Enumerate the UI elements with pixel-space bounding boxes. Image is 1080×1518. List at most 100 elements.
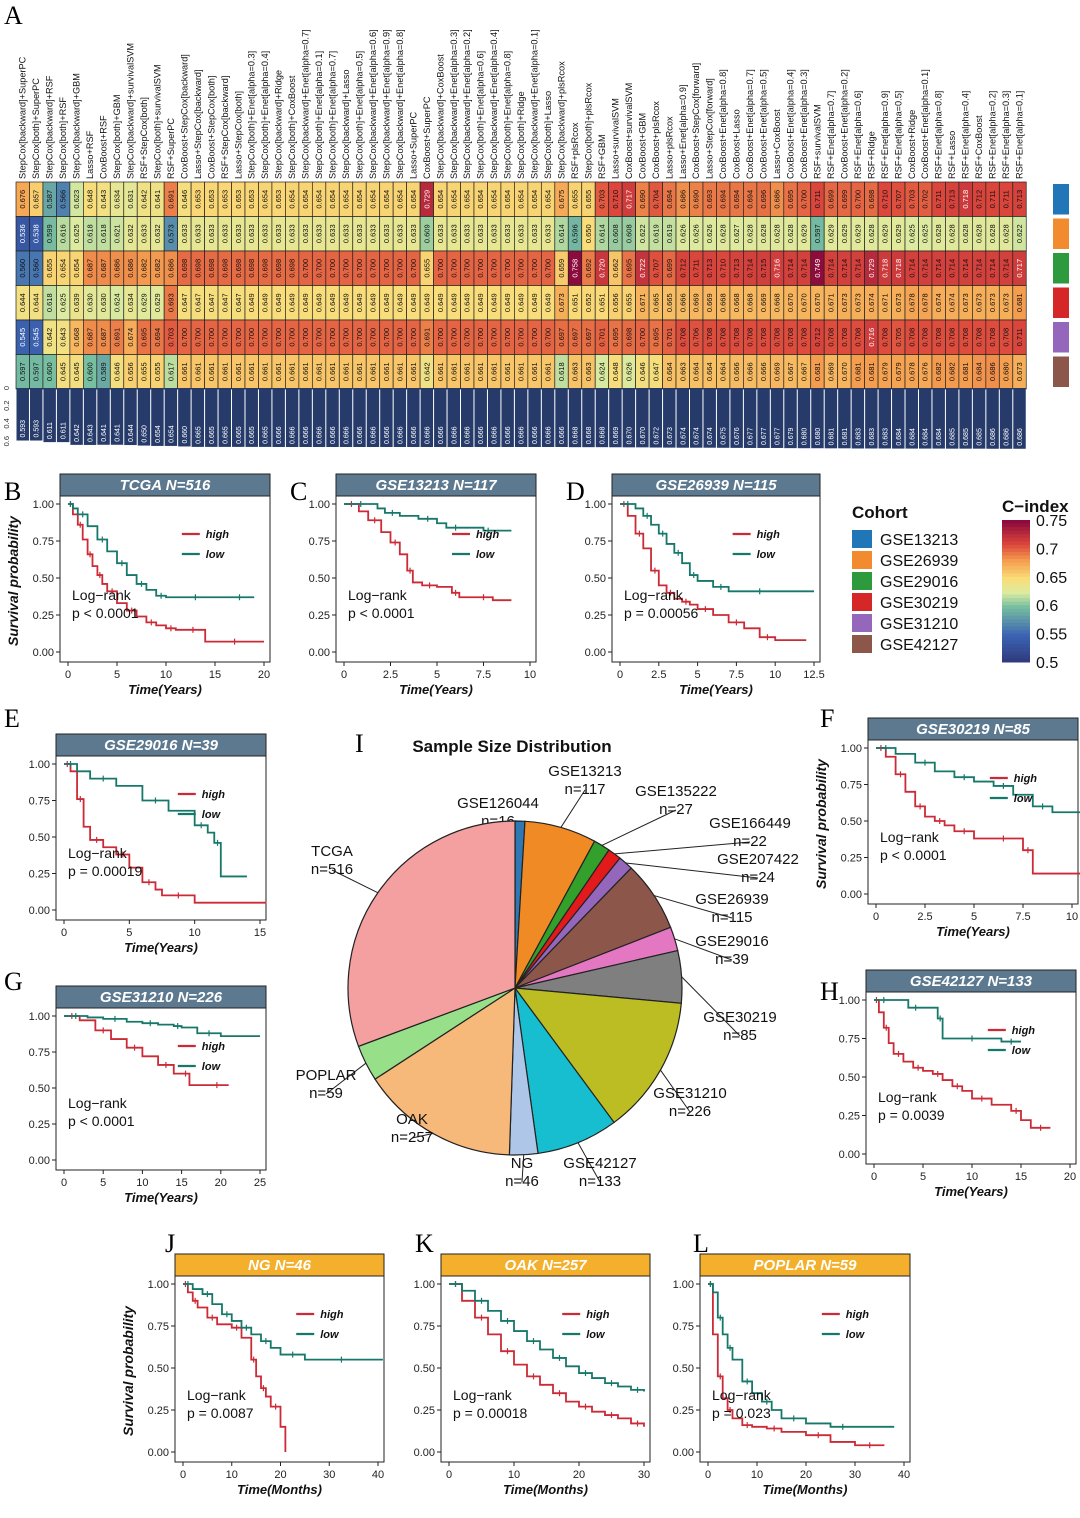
heatmap-cell-value: 0.669 bbox=[705, 293, 714, 312]
heatmap-cell-value: 0.700 bbox=[409, 259, 418, 278]
mean-bar-label: 0.665 bbox=[195, 426, 202, 444]
x-tick-label: 0 bbox=[61, 1177, 67, 1189]
pie-slice-value: n=46 bbox=[505, 1173, 539, 1190]
heatmap-cell-value: 0.712 bbox=[678, 259, 687, 278]
method-label: CoxBoost+RSF bbox=[99, 115, 109, 179]
mean-bar-label: 0.593 bbox=[20, 420, 27, 438]
colorbar-tick-label: 0.55 bbox=[1036, 627, 1067, 644]
pie-panel: Sample Size DistributionGSE126044n=16GSE… bbox=[296, 737, 799, 1190]
heatmap-cell-value: 0.700 bbox=[476, 328, 485, 347]
heatmap-cell-value: 0.661 bbox=[220, 362, 229, 381]
pie-slice-value: n=27 bbox=[659, 801, 693, 818]
panel-letter-i: I bbox=[355, 729, 364, 758]
heatmap-cell-value: 0.597 bbox=[32, 362, 41, 381]
heatmap-cell-value: 0.654 bbox=[368, 190, 377, 209]
mean-bar-label: 0.666 bbox=[330, 426, 337, 444]
heatmap-cell-value: 0.708 bbox=[746, 328, 755, 347]
heatmap-cell-value: 0.708 bbox=[826, 328, 835, 347]
panel-letter-f: F bbox=[820, 704, 834, 733]
y-tick-label: 0.50 bbox=[309, 573, 330, 585]
heatmap-cell-value: 0.649 bbox=[274, 293, 283, 312]
heatmap-cell-value: 0.653 bbox=[207, 190, 216, 209]
heatmap-cell-value: 0.633 bbox=[234, 224, 243, 243]
heatmap-cell-value: 0.633 bbox=[449, 224, 458, 243]
heatmap-cell-value: 0.649 bbox=[315, 293, 324, 312]
heatmap-cell-value: 0.633 bbox=[355, 224, 364, 243]
heatmap-cell-value: 0.708 bbox=[799, 328, 808, 347]
heatmap-cell-value: 0.661 bbox=[530, 362, 539, 381]
cohort-legend-swatch bbox=[852, 593, 872, 611]
x-tick-label: 5 bbox=[100, 1177, 106, 1189]
heatmap-cell-value: 0.661 bbox=[207, 362, 216, 381]
heatmap-cell-value: 0.700 bbox=[328, 328, 337, 347]
method-label: StepCox[both]+survivalSVM bbox=[152, 64, 162, 179]
km-title: GSE31210 N=226 bbox=[100, 989, 223, 1006]
heatmap-cell-value: 0.665 bbox=[651, 293, 660, 312]
mean-bar-label: 0.666 bbox=[478, 426, 485, 444]
heatmap-cell-value: 0.633 bbox=[180, 224, 189, 243]
heatmap-cell-value: 0.641 bbox=[153, 190, 162, 209]
mean-bar bbox=[757, 388, 770, 448]
x-tick-label: 12.5 bbox=[803, 669, 824, 681]
heatmap-cell-value: 0.649 bbox=[422, 293, 431, 312]
heatmap-cell-value: 0.618 bbox=[557, 362, 566, 381]
mean-bar-label: 0.670 bbox=[626, 427, 633, 445]
x-tick-label: 15 bbox=[254, 927, 266, 939]
x-tick-label: 30 bbox=[849, 1469, 861, 1481]
heatmap-cell-value: 0.708 bbox=[988, 328, 997, 347]
heatmap-cell-value: 0.674 bbox=[948, 293, 957, 312]
mean-bar-label: 0.665 bbox=[236, 426, 243, 444]
mean-bar bbox=[838, 388, 851, 449]
legend-label-high: high bbox=[1014, 773, 1037, 785]
x-axis-label: Time(Years) bbox=[128, 682, 202, 697]
heatmap-cell-value: 0.645 bbox=[72, 362, 81, 381]
y-axis-label: Survival probability bbox=[813, 758, 829, 889]
heatmap-cell-value: 0.700 bbox=[328, 259, 337, 278]
heatmap-cell-value: 0.661 bbox=[355, 362, 364, 381]
pie-leader-line bbox=[577, 1142, 601, 1183]
km-frame bbox=[335, 495, 537, 663]
heatmap-cell-value: 0.666 bbox=[746, 362, 755, 381]
mean-bar-label: 0.666 bbox=[505, 426, 512, 444]
x-tick-label: 5 bbox=[971, 911, 977, 923]
method-label: Lasso+survivalSVM bbox=[610, 98, 620, 179]
heatmap-cell-value: 0.628 bbox=[759, 224, 768, 243]
method-label: StepCox[backward]+Enet[alpha=0.4] bbox=[489, 29, 499, 179]
x-axis-label: Time(Months) bbox=[763, 1482, 848, 1497]
heatmap-cell-value: 0.643 bbox=[99, 190, 108, 209]
heatmap-cell-value: 0.633 bbox=[368, 224, 377, 243]
y-tick-label: 0.75 bbox=[29, 1047, 50, 1059]
y-tick-label: 0.00 bbox=[309, 647, 330, 659]
heatmap-cell-value: 0.649 bbox=[368, 293, 377, 312]
method-label: CoxBoost+StepCox[backward] bbox=[179, 54, 189, 179]
heatmap-cell-value: 0.691 bbox=[166, 190, 175, 209]
km-frame bbox=[59, 495, 271, 663]
heatmap-cell-value: 0.701 bbox=[665, 328, 674, 347]
heatmap-cell-value: 0.629 bbox=[153, 293, 162, 312]
cohort-strip bbox=[1053, 184, 1069, 215]
y-tick-label: 0.25 bbox=[585, 610, 606, 622]
mean-bar-label: 0.675 bbox=[721, 427, 728, 445]
method-label: StepCox[backward]+Enet[alpha=0.2] bbox=[462, 29, 472, 179]
mean-bar bbox=[824, 388, 838, 449]
heatmap-cell-value: 0.633 bbox=[328, 224, 337, 243]
legend-label-high: high bbox=[202, 789, 225, 801]
x-axis-label: Time(Years) bbox=[936, 924, 1010, 939]
heatmap-cell-value: 0.628 bbox=[867, 224, 876, 243]
x-tick-label: 10 bbox=[524, 669, 536, 681]
heatmap-cell-value: 0.657 bbox=[32, 190, 41, 209]
mean-bar-label: 0.677 bbox=[748, 427, 755, 445]
heatmap-cell-value: 0.628 bbox=[975, 224, 984, 243]
y-tick-label: 1.00 bbox=[841, 743, 862, 755]
y-tick-label: 0.25 bbox=[841, 853, 862, 865]
heatmap-cell-value: 0.673 bbox=[557, 293, 566, 312]
x-tick-label: 5 bbox=[434, 669, 440, 681]
method-label: CoxBoost+Enet[alpha=0.5] bbox=[759, 69, 769, 179]
heatmap-cell-value: 0.655 bbox=[584, 190, 593, 209]
y-tick-label: 0.00 bbox=[585, 647, 606, 659]
logrank-pvalue: p < 0.0001 bbox=[68, 1113, 135, 1129]
colorbar-segment bbox=[1002, 651, 1030, 656]
mean-bar-label: 0.668 bbox=[599, 427, 606, 445]
mean-bar-label: 0.674 bbox=[680, 427, 687, 445]
y-tick-label: 0.50 bbox=[839, 1072, 860, 1084]
